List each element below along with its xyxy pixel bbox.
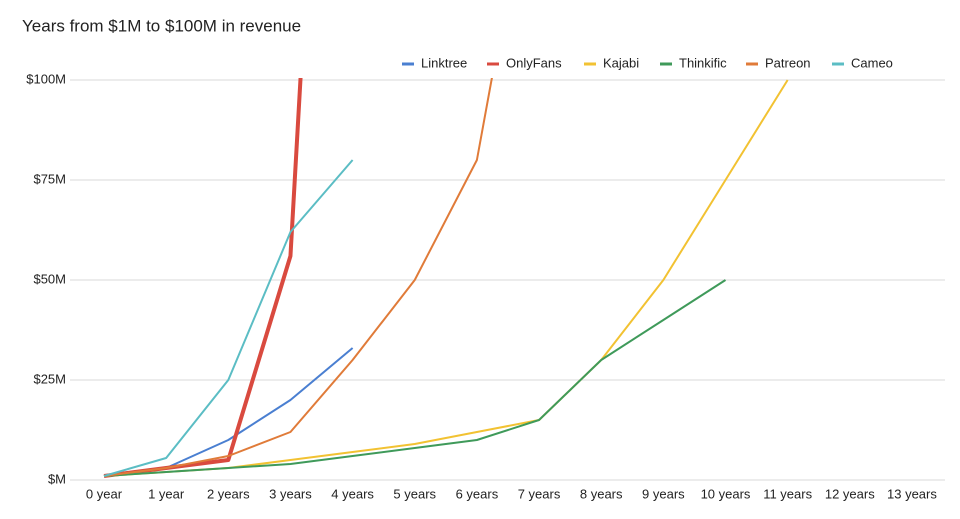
series-line xyxy=(103,78,493,477)
legend-label: Linktree xyxy=(421,55,467,70)
y-tick-label: $75M xyxy=(33,171,66,186)
legend-label: Cameo xyxy=(851,55,893,70)
x-tick-label: 13 years xyxy=(887,486,937,501)
x-tick-label: 11 years xyxy=(763,486,812,501)
x-tick-label: 6 years xyxy=(456,486,499,501)
x-tick-label: 3 years xyxy=(269,486,312,501)
series-line xyxy=(103,159,354,477)
y-tick-label: $50M xyxy=(33,271,66,286)
x-tick-label: 5 years xyxy=(393,486,436,501)
x-tick-label: 9 years xyxy=(642,486,685,501)
x-tick-label: 10 years xyxy=(701,486,751,501)
plot-area xyxy=(103,78,789,478)
legend-label: Kajabi xyxy=(603,55,639,70)
x-tick-label: 12 years xyxy=(825,486,875,501)
chart-title: Years from $1M to $100M in revenue xyxy=(22,16,301,35)
y-tick-label: $25M xyxy=(33,371,66,386)
series-line xyxy=(103,279,727,477)
y-tick-label: $100M xyxy=(26,71,66,86)
x-tick-label: 4 years xyxy=(331,486,374,501)
y-tick-label: $M xyxy=(48,471,66,486)
legend-label: OnlyFans xyxy=(506,55,562,70)
x-tick-label: 2 years xyxy=(207,486,250,501)
legend-label: Thinkific xyxy=(679,55,727,70)
x-tick-label: 8 years xyxy=(580,486,623,501)
x-tick-label: 0 year xyxy=(86,486,123,501)
legend-label: Patreon xyxy=(765,55,811,70)
x-tick-label: 7 years xyxy=(518,486,561,501)
x-tick-label: 1 year xyxy=(148,486,185,501)
series-line xyxy=(103,79,789,477)
